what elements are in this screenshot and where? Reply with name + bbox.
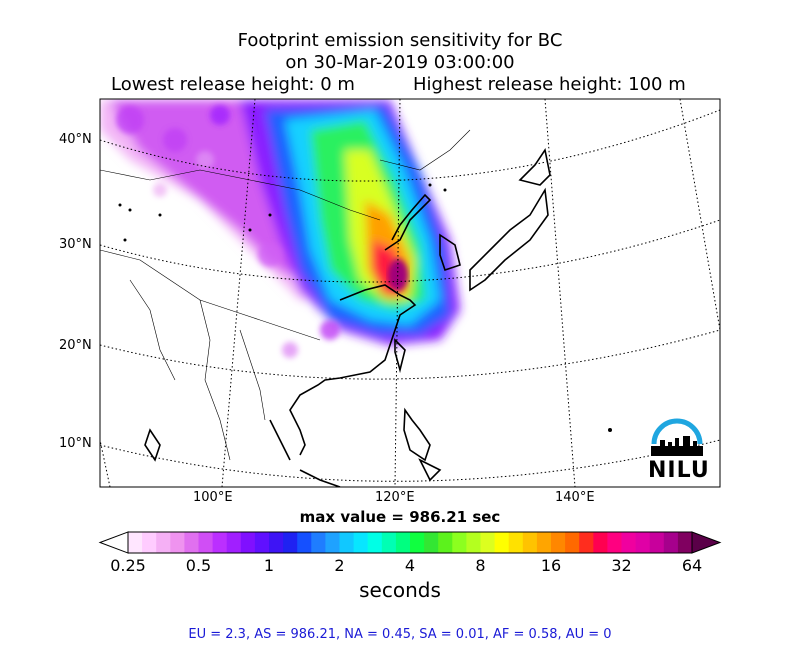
colorbar-swatch — [424, 532, 439, 553]
colorbar-swatch — [367, 532, 383, 553]
colorbar-swatch — [170, 532, 185, 553]
colorbar-swatch — [325, 532, 340, 553]
colorbar-tick-label: 4 — [404, 556, 416, 575]
colorbar-tick-label: 16 — [540, 556, 562, 575]
colorbar-tick-label: 0.25 — [110, 556, 146, 575]
colorbar-swatch — [283, 532, 298, 553]
title-line-2: on 30-Mar-2019 03:00:00 — [285, 52, 515, 73]
colorbar-swatch — [621, 532, 637, 553]
colorbar-swatch — [395, 532, 411, 553]
colorbar-swatch — [579, 532, 594, 553]
colorbar-swatch — [677, 532, 693, 553]
colorbar-swatch — [536, 532, 552, 553]
colorbar-max-extend — [691, 531, 722, 554]
release-high-label: Highest release height: 100 m — [413, 74, 686, 95]
colorbar-swatch — [635, 532, 651, 553]
max-value-label: max value = 986.21 sec — [299, 508, 501, 526]
release-low-label: Lowest release height: 0 m — [111, 74, 355, 95]
colorbar-swatch — [212, 532, 228, 553]
coastlines — [144, 147, 551, 487]
colorbar-swatch — [551, 532, 566, 553]
colorbar-swatch — [311, 532, 326, 553]
small-islands — [118, 183, 612, 432]
colorbar-swatch — [339, 532, 355, 553]
colorbar-swatch — [254, 532, 270, 553]
sensitivity-patches — [116, 105, 340, 358]
colorbar-tick-label: 1 — [263, 556, 275, 575]
colorbar-swatch — [269, 532, 284, 553]
colorbar-tick-label: 2 — [334, 556, 345, 575]
colorbar-swatch — [297, 532, 312, 553]
lat-label-30n: 30°N — [59, 237, 92, 252]
colorbar-tick-label: 64 — [681, 556, 703, 575]
colorbar-swatch — [480, 532, 496, 553]
colorbar-swatch — [381, 532, 397, 553]
title-line-1: Footprint emission sensitivity for BC — [237, 30, 563, 51]
colorbar-swatch — [156, 532, 171, 553]
colorbar-tick-label: 0.5 — [185, 556, 212, 575]
nilu-logo-text: NILU — [648, 458, 710, 483]
colorbar-swatch — [128, 532, 143, 553]
lat-label-40n: 40°N — [59, 132, 92, 147]
colorbar-swatch — [522, 532, 538, 553]
colorbar-unit-label: seconds — [359, 578, 441, 602]
colorbar-swatch — [565, 532, 580, 553]
colorbar-swatch — [353, 532, 369, 553]
colorbar — [98, 531, 722, 554]
colorbar-swatch — [438, 532, 453, 553]
colorbar-tick-label: 8 — [475, 556, 486, 575]
colorbar-swatch — [198, 532, 214, 553]
colorbar-swatch — [593, 532, 608, 553]
colorbar-swatch — [494, 532, 510, 553]
lat-label-20n: 20°N — [59, 338, 92, 353]
colorbar-border — [127, 531, 693, 554]
nilu-logo — [651, 418, 703, 456]
colorbar-swatch — [607, 532, 622, 553]
region-stats: EU = 2.3, AS = 986.21, NA = 0.45, SA = 0… — [188, 627, 612, 642]
graticule — [100, 99, 720, 487]
colorbar-swatch — [410, 532, 425, 553]
lat-label-10n: 10°N — [59, 436, 92, 451]
colorbar-swatch — [184, 532, 199, 553]
colorbar-swatch — [508, 532, 524, 553]
colorbar-tick-label: 32 — [611, 556, 632, 575]
lon-label-120e: 120°E — [375, 490, 415, 505]
colorbar-swatch — [663, 532, 679, 553]
colorbar-swatch — [452, 532, 467, 553]
lon-label-100e: 100°E — [193, 490, 233, 505]
colorbar-swatch — [142, 532, 157, 553]
sensitivity-plume — [100, 100, 460, 345]
colorbar-swatch — [466, 532, 481, 553]
colorbar-swatch — [226, 532, 242, 553]
lon-label-140e: 140°E — [555, 490, 595, 505]
country-borders — [100, 129, 471, 461]
colorbar-swatch — [649, 532, 665, 553]
colorbar-min-extend — [98, 531, 129, 554]
colorbar-swatch — [240, 532, 256, 553]
